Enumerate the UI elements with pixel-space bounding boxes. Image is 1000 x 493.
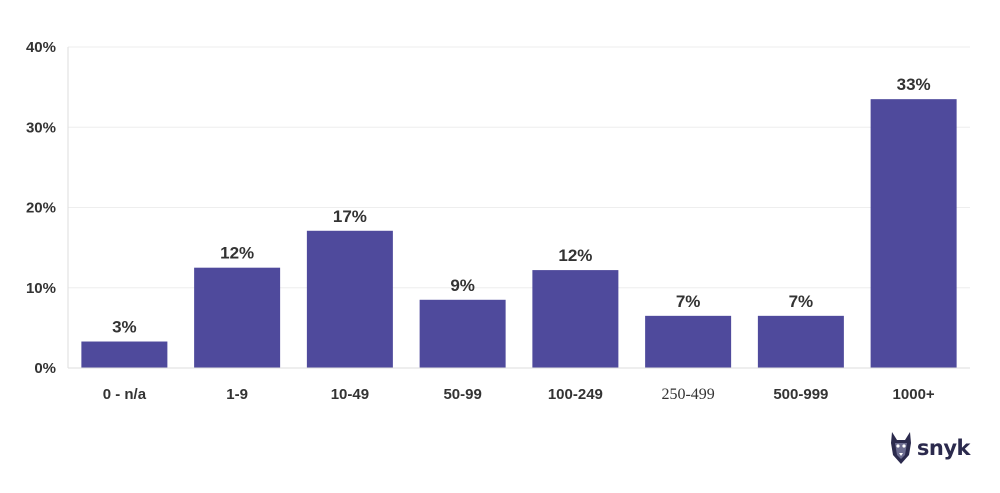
y-tick-label: 20% xyxy=(26,200,56,217)
brand-name: snyk xyxy=(916,436,971,460)
bar xyxy=(81,341,168,368)
bar xyxy=(532,270,619,368)
snyk-logo: snyk xyxy=(889,431,971,465)
bars xyxy=(81,99,957,368)
data-labels: 3% 12% 17% 9% 12% 7% 7% 33% xyxy=(112,75,931,336)
x-tick-label: 1000+ xyxy=(893,386,935,403)
data-label: 3% xyxy=(112,318,137,337)
x-tick-label: 50-99 xyxy=(443,386,481,403)
data-label: 12% xyxy=(220,244,254,263)
snyk-dog-icon xyxy=(890,432,911,464)
y-tick-label: 0% xyxy=(34,360,56,377)
bar xyxy=(419,299,506,368)
data-label: 12% xyxy=(558,246,592,265)
bar xyxy=(194,267,281,368)
x-tick-label: 0 - n/a xyxy=(103,386,147,403)
x-tick-label: 10-49 xyxy=(331,386,369,403)
data-label: 7% xyxy=(676,292,701,311)
bar xyxy=(870,99,957,368)
x-tick-label: 1-9 xyxy=(226,386,248,403)
data-label: 17% xyxy=(333,207,367,226)
y-tick-label: 30% xyxy=(26,119,56,136)
x-tick-label: 250-499 xyxy=(661,386,714,403)
bar xyxy=(306,230,393,368)
x-axis-tick-labels: 0 - n/a 1-9 10-49 50-99 100-249 250-499 500-99… xyxy=(103,386,935,403)
gridlines xyxy=(67,46,970,368)
x-tick-label: 100-249 xyxy=(548,386,603,403)
y-axis-tick-labels: 0% 10% 20% 30% 40% xyxy=(26,39,56,377)
y-tick-label: 40% xyxy=(26,39,56,56)
data-label: 9% xyxy=(450,276,475,295)
bar xyxy=(757,315,844,368)
y-tick-label: 10% xyxy=(26,280,56,297)
bar xyxy=(645,315,732,368)
data-label: 33% xyxy=(897,75,931,94)
x-tick-label: 500-999 xyxy=(773,386,828,403)
data-label: 7% xyxy=(789,292,814,311)
